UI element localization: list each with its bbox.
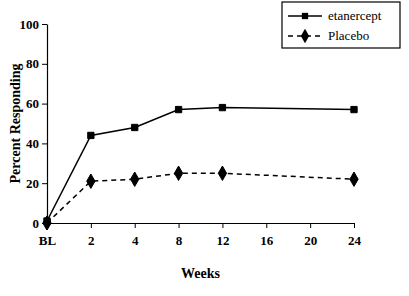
y-axis: 0 20 40 60 80 100 xyxy=(20,17,48,231)
series-line xyxy=(47,173,354,223)
plot-area xyxy=(43,104,358,230)
legend-label: etanercept xyxy=(328,8,382,23)
x-tick: 20 xyxy=(304,223,317,248)
x-axis: BL24812162024 xyxy=(39,223,362,248)
y-tick-mark xyxy=(42,64,47,65)
x-tick-label: 2 xyxy=(88,233,95,248)
x-tick: 4 xyxy=(132,223,139,248)
x-tick-label: BL xyxy=(39,233,57,248)
series-point xyxy=(175,106,181,112)
x-tick-label: 12 xyxy=(216,233,229,248)
y-tick: 80 xyxy=(26,56,47,71)
y-tick: 60 xyxy=(26,96,47,111)
legend-marker xyxy=(302,13,308,19)
chart: 020406080100BL24812162024WeeksPercent Re… xyxy=(0,0,409,296)
y-tick-label: 20 xyxy=(26,176,39,191)
series-point xyxy=(218,166,226,180)
x-tick-mark xyxy=(91,223,92,228)
y-axis-line xyxy=(47,25,48,224)
x-tick-mark xyxy=(222,223,223,228)
series-point xyxy=(43,216,51,230)
legend-marker xyxy=(301,29,309,43)
series-point xyxy=(87,174,95,188)
legend-label: Placebo xyxy=(328,28,369,43)
series-line xyxy=(47,108,354,221)
series-point xyxy=(174,166,182,180)
x-tick-label: 24 xyxy=(348,233,362,248)
x-axis-line xyxy=(48,223,355,224)
x-tick-mark xyxy=(135,223,136,228)
x-tick-mark xyxy=(354,223,355,228)
series-point xyxy=(351,106,357,112)
y-tick-mark xyxy=(42,183,47,184)
x-tick-mark xyxy=(310,223,311,228)
x-tick-label: 16 xyxy=(260,233,274,248)
x-tick-label: 4 xyxy=(132,233,139,248)
x-tick: 2 xyxy=(88,223,95,248)
y-tick-label: 0 xyxy=(33,216,40,231)
x-tick-mark xyxy=(179,223,180,228)
legend: etanercept Placebo xyxy=(282,2,400,48)
series-point xyxy=(132,124,138,130)
y-tick-label: 40 xyxy=(26,136,39,151)
x-tick-label: 8 xyxy=(176,233,183,248)
series-point xyxy=(131,172,139,186)
x-tick-mark xyxy=(266,223,267,228)
x-axis-title: Weeks xyxy=(181,266,220,281)
y-tick-label: 60 xyxy=(26,96,39,111)
x-tick: 8 xyxy=(176,223,183,248)
y-tick-label: 100 xyxy=(20,17,40,32)
y-tick-mark xyxy=(42,143,47,144)
y-tick-mark xyxy=(42,24,47,25)
y-tick-label: 80 xyxy=(26,56,39,71)
y-tick-mark xyxy=(42,104,47,105)
y-tick: 20 xyxy=(26,176,47,191)
x-tick-label: 20 xyxy=(304,233,317,248)
x-tick: 16 xyxy=(260,223,274,248)
y-axis-title: Percent Responding xyxy=(8,64,23,184)
legend-box xyxy=(282,2,400,48)
series-point xyxy=(219,104,225,110)
y-tick: 100 xyxy=(20,17,48,32)
x-tick: 12 xyxy=(216,223,229,248)
x-tick: 24 xyxy=(348,223,362,248)
y-tick: 40 xyxy=(26,136,47,151)
series-point xyxy=(350,172,358,186)
series-point xyxy=(88,132,94,138)
